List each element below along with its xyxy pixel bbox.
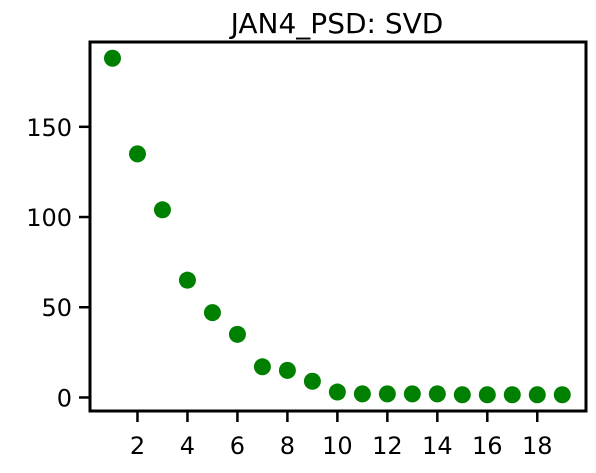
data-point [328,383,346,401]
chart-title: JAN4_PSD: SVD [229,7,444,40]
x-tick-label: 2 [130,432,145,460]
x-tick-label: 10 [322,432,353,460]
data-point [278,361,296,379]
x-tick-label: 12 [372,432,403,460]
data-point [378,385,396,403]
data-point [478,386,496,404]
data-point [103,49,121,67]
x-tick-label: 14 [422,432,453,460]
y-axis: 0 50 100 150 [26,114,90,412]
x-tick-label: 18 [522,432,553,460]
data-point [553,386,571,404]
x-tick-label: 16 [472,432,503,460]
data-point [153,201,171,219]
x-axis: 2 4 6 8 10 12 14 16 18 [130,411,553,460]
data-point [428,385,446,403]
y-tick-label: 0 [57,384,72,412]
y-tick-label: 50 [41,294,72,322]
y-tick-label: 150 [26,114,72,142]
data-point [528,386,546,404]
x-tick-label: 6 [230,432,245,460]
x-tick-label: 4 [180,432,195,460]
data-point [503,386,521,404]
y-tick-label: 100 [26,204,72,232]
data-point [353,385,371,403]
data-point [178,271,196,289]
data-point [253,358,271,376]
x-tick-label: 8 [280,432,295,460]
data-point [403,385,421,403]
data-point [228,325,246,343]
plot-frame [88,40,588,413]
data-point [203,304,221,322]
data-point [128,145,146,163]
data-point [453,386,471,404]
data-point [303,372,321,390]
plot-area [103,49,571,404]
